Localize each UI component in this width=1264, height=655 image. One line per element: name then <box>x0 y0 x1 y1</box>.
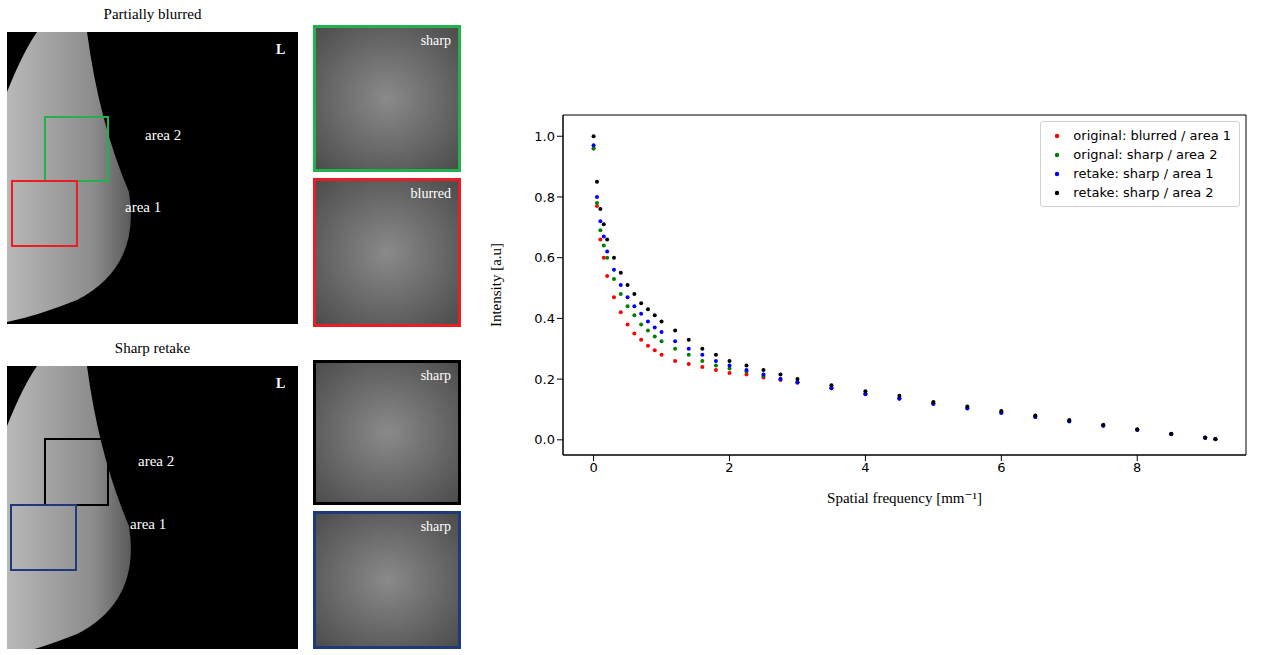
html-text:Partially blurred: Partially blurred <box>103 6 202 22</box>
html-text:original: blurred / area 1: original: blurred / area 1 <box>1073 128 1231 143</box>
svg-text:area 2: area 2 <box>145 127 181 143</box>
svg-text:area 2: area 2 <box>138 453 174 469</box>
html-text:Sharp retake: Sharp retake <box>114 340 191 356</box>
svg-text:blurred: blurred <box>411 186 451 201</box>
svg-text:L: L <box>276 42 285 57</box>
svg-text:0.4: 0.4 <box>534 311 555 326</box>
svg-text:area 1: area 1 <box>125 199 161 215</box>
svg-text:sharp: sharp <box>421 33 451 48</box>
html-text:retake: sharp / area 1: retake: sharp / area 1 <box>1073 166 1214 181</box>
svg-text:4: 4 <box>861 460 869 475</box>
html-text:orignal: sharp / area 2: orignal: sharp / area 2 <box>1073 147 1218 162</box>
svg-text:sharp: sharp <box>421 519 451 534</box>
svg-text:6: 6 <box>997 460 1005 475</box>
svg-text:0.2: 0.2 <box>534 372 555 387</box>
svg-text:sharp: sharp <box>421 368 451 383</box>
svg-text:L: L <box>276 376 285 391</box>
svg-text:8: 8 <box>1133 460 1141 475</box>
svg-text:0.0: 0.0 <box>534 432 555 447</box>
svg-text:2: 2 <box>725 460 733 475</box>
svg-text:0.8: 0.8 <box>534 190 555 205</box>
svg-text:Spatial frequency [mm⁻¹]: Spatial frequency [mm⁻¹] <box>827 490 982 506</box>
svg-text:1.0: 1.0 <box>534 129 555 144</box>
svg-text:Intensity [a.u]: Intensity [a.u] <box>488 243 504 327</box>
svg-text:0.6: 0.6 <box>534 250 555 265</box>
svg-text:area 1: area 1 <box>130 516 166 532</box>
html-text:retake: sharp / area 2: retake: sharp / area 2 <box>1073 185 1214 200</box>
svg-text:0: 0 <box>589 460 597 475</box>
